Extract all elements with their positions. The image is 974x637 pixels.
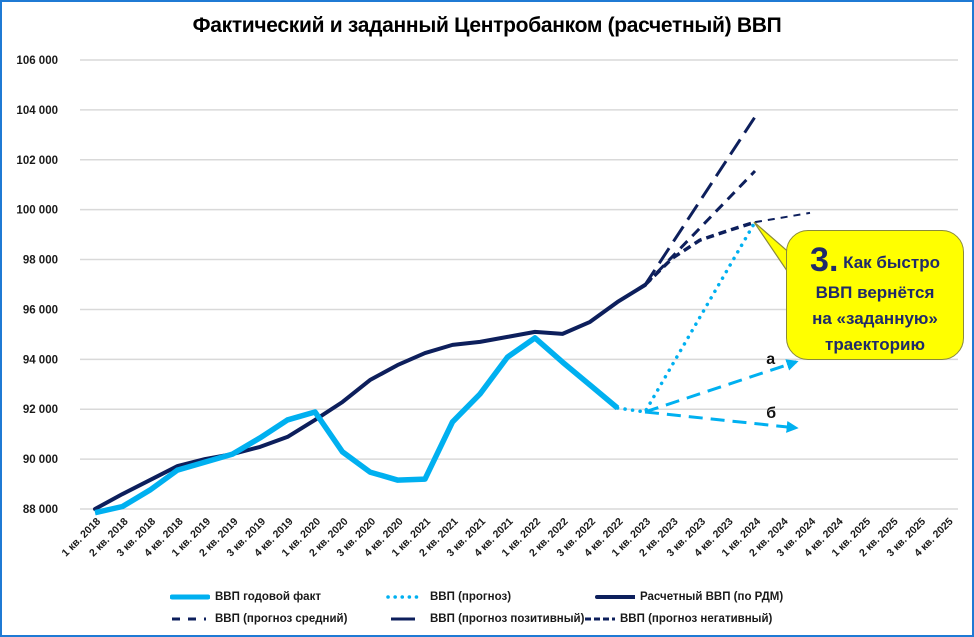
legend-swatch-dash-long-icon (391, 617, 415, 621)
label-scenario-a: а (766, 351, 775, 368)
legend-swatch-solid-dark-icon (595, 595, 635, 599)
legend-item-forecast-positive[interactable]: ВВП (прогноз позитивный) (385, 613, 585, 625)
legend-item-forecast[interactable]: ВВП (прогноз) (385, 591, 595, 603)
legend-item-forecast-medium[interactable]: ВВП (прогноз средний) (170, 613, 385, 625)
callout-line1: Как быстро (843, 253, 940, 272)
callout-number: 3. (810, 241, 839, 279)
series-actual (94, 335, 620, 516)
callout-line2: ВВП вернётся (815, 283, 935, 302)
y-tick-label: 100 000 (16, 205, 58, 217)
callout-box: 3. Как быстро ВВП вернётся на «заданную»… (786, 230, 964, 360)
callout-line3: на «заданную» (812, 309, 938, 328)
scenario-arrows: аб (644, 351, 799, 433)
callout-line4: траекторию (825, 335, 925, 354)
legend-swatch-dash-short-icon (585, 617, 615, 621)
legend-swatch-dash-medium-icon (172, 617, 206, 621)
arrow-scenario-a (644, 359, 799, 414)
legend-swatch-solid-light-icon (170, 594, 210, 600)
y-tick-label: 94 000 (23, 354, 58, 366)
chart-legend: ВВП годовой факт ВВП (прогноз) Расчетный… (170, 586, 850, 630)
legend-item-actual[interactable]: ВВП годовой факт (170, 591, 385, 603)
series-forecast-negative-extension (754, 211, 811, 224)
series-lines (93, 116, 811, 516)
label-scenario-b: б (766, 405, 776, 422)
chart-title: Фактический и заданный Центробанком (рас… (192, 14, 782, 37)
y-axis: 88 000 90 000 92 000 94 000 96 000 98 000 100 … (16, 55, 58, 516)
series-forecast-positive (643, 116, 757, 286)
y-tick-label: 106 000 (16, 55, 58, 67)
series-forecast (615, 220, 757, 414)
legend-item-rdm[interactable]: Расчетный ВВП (по РДМ) (595, 591, 783, 603)
series-forecast-negative (643, 220, 756, 287)
legend-swatch-dotted-light-icon (386, 595, 425, 599)
y-tick-label: 98 000 (23, 255, 58, 267)
y-tick-label: 92 000 (23, 404, 58, 416)
y-tick-label: 102 000 (16, 155, 58, 167)
arrow-scenario-b (644, 410, 799, 433)
y-tick-label: 88 000 (23, 504, 58, 516)
legend-item-forecast-negative[interactable]: ВВП (прогноз негативный) (585, 613, 772, 625)
y-tick-label: 90 000 (23, 454, 58, 466)
series-rdm (93, 282, 647, 511)
y-tick-label: 96 000 (23, 304, 58, 316)
y-tick-label: 104 000 (16, 105, 58, 117)
